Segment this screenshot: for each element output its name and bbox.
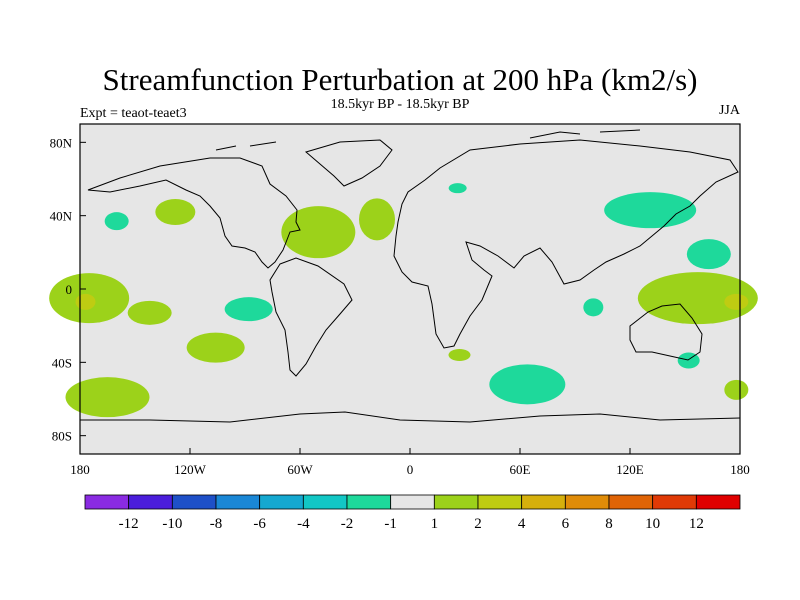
colorbar-box xyxy=(346,494,392,510)
longitude-axis: 180 120W 60W 0 60E 120E 180 xyxy=(70,448,750,477)
map-background xyxy=(80,124,740,454)
lat-tick-label: 0 xyxy=(66,282,73,297)
period-label: 18.5kyr BP - 18.5kyr BP xyxy=(330,97,470,112)
lon-tick-label: 180 xyxy=(70,462,90,477)
latitude-axis: 80N 40N 0 40S 80S xyxy=(50,135,86,444)
lat-tick-label: 40N xyxy=(50,209,73,224)
lon-tick-label: 120E xyxy=(616,462,644,477)
anomaly-region-west-atlantic-negative xyxy=(281,206,356,259)
colorbar-box xyxy=(652,494,697,510)
anomaly-region-southern-ocean-negative xyxy=(65,377,150,418)
coastline-australia xyxy=(629,303,703,361)
coastline-antarctica xyxy=(80,411,741,423)
coastline-eurasia-africa xyxy=(393,139,739,349)
colorbar-box xyxy=(302,494,348,510)
colorbar-label: 12 xyxy=(689,516,704,532)
anomaly-region-indian-ocean-small-positive xyxy=(583,298,604,317)
colorbar-box xyxy=(259,494,304,510)
lon-tick-label: 60W xyxy=(287,462,313,477)
anomaly-region-dateline-equatorial-core-east xyxy=(724,293,749,310)
colorbar-label: -12 xyxy=(119,516,139,532)
colorbar-box xyxy=(695,494,741,510)
colorbar-box xyxy=(564,494,610,510)
colorbar-label: 1 xyxy=(431,516,439,532)
anomaly-region-southeast-pacific-negative xyxy=(724,379,749,400)
colorbar-label: 4 xyxy=(518,516,526,532)
coastline-arctic-islands xyxy=(215,129,641,151)
colorbar-label: 10 xyxy=(645,516,660,532)
colorbar-box xyxy=(128,494,173,510)
colorbar-label: -10 xyxy=(162,516,182,532)
anomaly-region-north-pacific-small-positive xyxy=(104,212,129,231)
lon-tick-label: 120W xyxy=(174,462,207,477)
anomaly-region-south-pacific-negative xyxy=(186,332,245,363)
anomaly-region-north-africa-small-positive xyxy=(448,183,467,194)
colorbar-label: -8 xyxy=(210,516,223,532)
colorbar-box xyxy=(608,494,654,510)
season-label: JJA xyxy=(718,103,740,118)
colorbar-box xyxy=(84,494,130,510)
experiment-label: Expt = teaot-teaet3 xyxy=(80,106,187,121)
anomaly-region-east-asia-positive xyxy=(604,192,697,229)
anomaly-region-east-pacific-positive xyxy=(224,297,273,322)
anomaly-region-south-africa-small-negative xyxy=(448,349,471,361)
lat-tick-label: 80N xyxy=(50,135,73,150)
colorbar-box xyxy=(215,494,261,510)
coastlines xyxy=(80,129,741,423)
colorbar-box xyxy=(477,494,523,510)
anomaly-region-dateline-equatorial-core-west xyxy=(75,293,96,310)
lon-tick-label: 180 xyxy=(730,462,750,477)
colorbar-box xyxy=(390,494,435,510)
colorbar-box xyxy=(433,494,479,510)
colorbar-label: -6 xyxy=(253,516,266,532)
colorbar-labels: -12 -10 -8 -6 -4 -2 -1 1 2 4 6 8 10 12 xyxy=(119,516,704,532)
coastline-south-america xyxy=(269,257,353,377)
colorbar xyxy=(84,494,741,510)
lon-tick-label: 0 xyxy=(407,462,414,477)
colorbar-label: 6 xyxy=(562,516,570,532)
lon-tick-label: 60E xyxy=(510,462,531,477)
colorbar-label: 2 xyxy=(474,516,482,532)
colorbar-label: -4 xyxy=(297,516,310,532)
anomaly-region-south-indian-positive xyxy=(489,364,566,405)
anomaly-region-central-pacific-negative xyxy=(127,300,172,325)
colorbar-label: -1 xyxy=(384,516,397,532)
colorbar-label: 8 xyxy=(605,516,613,532)
lat-tick-label: 40S xyxy=(52,355,72,370)
anomaly-region-northeast-pacific-negative xyxy=(155,199,196,225)
anomaly-region-dateline-equatorial-east xyxy=(637,272,758,325)
colorbar-label: -2 xyxy=(341,516,354,532)
colorbar-box xyxy=(521,494,566,510)
chart-title: Streamfunction Perturbation at 200 hPa (… xyxy=(102,62,698,97)
anomaly-region-australia-small-positive xyxy=(677,352,700,369)
anomaly-regions xyxy=(49,183,758,418)
anomaly-region-west-pacific-positive xyxy=(686,239,731,270)
colorbar-box xyxy=(171,494,217,510)
coastline-north-america xyxy=(87,157,301,269)
anomaly-region-east-atlantic-negative xyxy=(359,198,395,241)
coastline-greenland xyxy=(304,139,393,187)
lat-tick-label: 80S xyxy=(52,429,72,444)
